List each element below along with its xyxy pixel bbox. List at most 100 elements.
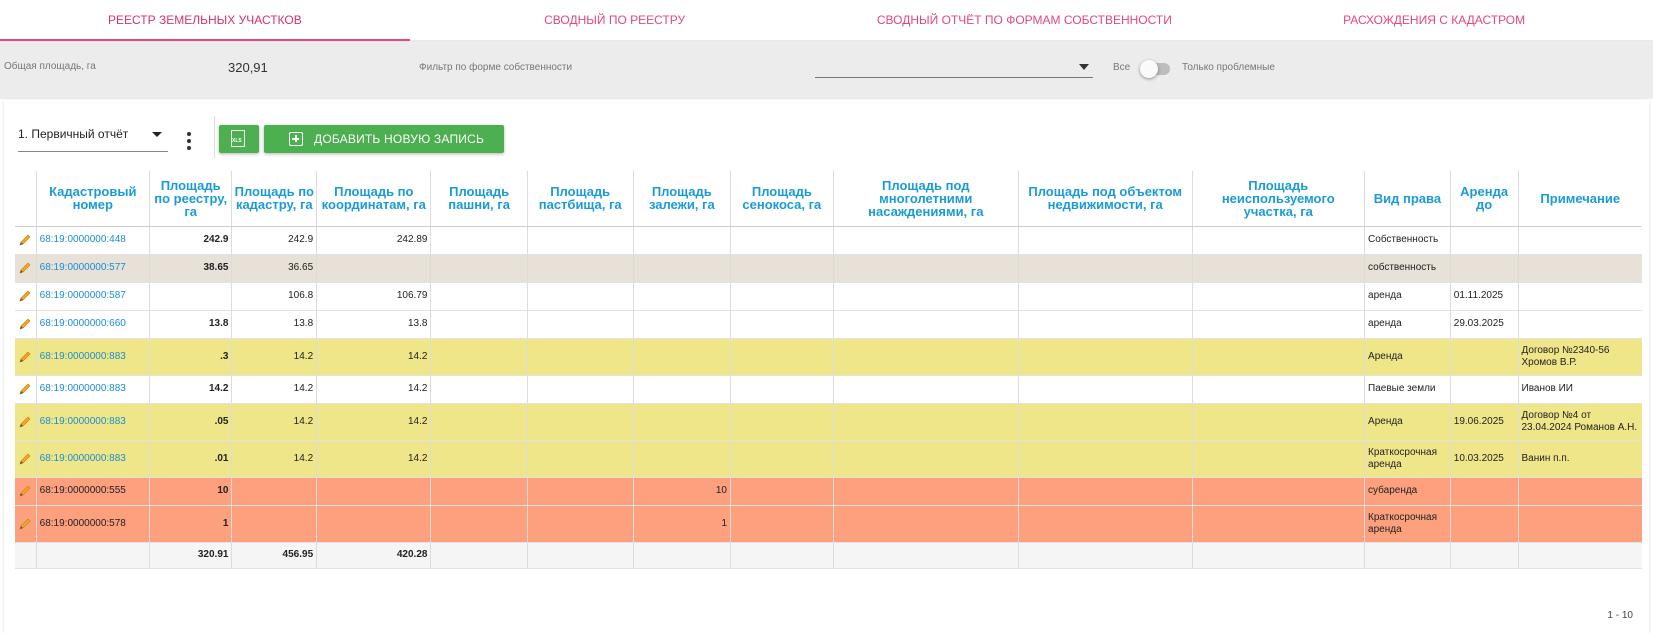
cadastral-number-link[interactable]: 68:19:0000000:578	[35, 505, 150, 543]
total-cell	[832, 542, 1019, 569]
problems-only-toggle[interactable]	[1140, 60, 1170, 78]
table-row[interactable]: 68:19:0000000:883.3 14.2 14.2 Аренда Договор…	[15, 338, 1642, 376]
cell-coord: 242.89	[316, 226, 431, 255]
export-xls-button[interactable]: XLS	[219, 125, 259, 153]
add-record-button[interactable]: Добавить новую запись	[264, 125, 504, 153]
cell-right: Краткосрочная аренда	[1364, 440, 1451, 478]
column-header[interactable]: Вид права	[1364, 171, 1451, 227]
table-row[interactable]: 68:19:0000000:883.05 14.2 14.2 Аренда 19.06.…	[15, 403, 1642, 441]
cell-mnog	[832, 375, 1019, 404]
table-row[interactable]: 68:19:0000000:883 14.2 14.2 14.2 Паевые земл…	[15, 375, 1642, 404]
cell-reg	[148, 282, 232, 311]
total-kad: 456.95	[231, 542, 317, 569]
cell-zal	[632, 440, 731, 478]
column-header[interactable]	[15, 171, 37, 227]
table-row[interactable]: 68:19:0000000:660 13.8 13.8 13.8 аренда 29.03…	[15, 310, 1642, 339]
owner-filter-select[interactable]	[815, 61, 1093, 78]
table-row[interactable]: 68:19:0000000:883.01 14.2 14.2 Краткосрочна…	[15, 440, 1642, 478]
cell-sen	[730, 338, 834, 376]
tab-registry-summary[interactable]: Сводный по реестру	[544, 13, 686, 27]
pencil-icon[interactable]	[15, 317, 36, 331]
cell-reg: 13.8	[148, 310, 232, 339]
cadastral-number-link[interactable]: 68:19:0000000:883	[35, 338, 150, 376]
cell-past	[526, 440, 634, 478]
cell-kad: 14.2	[231, 338, 317, 376]
pencil-icon[interactable]	[15, 289, 36, 303]
cell-coord	[316, 477, 431, 506]
cadastral-number-link[interactable]: 68:19:0000000:883	[35, 440, 150, 478]
cell-right: субаренда	[1364, 477, 1451, 506]
column-header[interactable]: Площадь пастбища, га	[526, 171, 634, 227]
column-header[interactable]: Площадь пашни, га	[430, 171, 528, 227]
total-cell	[15, 542, 37, 569]
column-header[interactable]: Площадь по реестру, га	[148, 171, 232, 227]
cadastral-number-link[interactable]: 68:19:0000000:883	[35, 375, 150, 404]
edit-cell	[15, 505, 37, 543]
tab-ownership-summary[interactable]: Сводный отчёт по формам собственности	[876, 13, 1172, 27]
edit-cell	[15, 375, 37, 404]
table-row[interactable]: 68:19:0000000:448 242.9 242.9 242.89 Собстве…	[15, 226, 1642, 255]
cell-right: Краткосрочная аренда	[1364, 505, 1451, 543]
tab-registry[interactable]: Реестр земельных участков	[0, 0, 410, 41]
cell-mnog	[832, 440, 1019, 478]
cell-right: Аренда	[1364, 338, 1451, 376]
column-header[interactable]: Примечание	[1517, 171, 1642, 227]
cell-neisp	[1191, 375, 1365, 404]
edit-cell	[15, 282, 37, 311]
cadastral-number-link[interactable]: 68:19:0000000:587	[35, 282, 150, 311]
more-menu-icon[interactable]	[186, 132, 192, 152]
pencil-icon[interactable]	[15, 382, 36, 396]
cell-neisp	[1191, 254, 1365, 283]
table-row[interactable]: 68:19:0000000:587 106.8 106.79 аренда 01.11.…	[15, 282, 1642, 311]
cell-past	[526, 375, 634, 404]
column-header[interactable]: Площадь под объектом недвижимости, га	[1017, 171, 1192, 227]
cell-coord: 14.2	[316, 403, 431, 441]
cell-note	[1517, 477, 1642, 506]
report-select[interactable]: 1. Первичный отчёт	[18, 122, 168, 152]
cadastral-number-link[interactable]: 68:19:0000000:577	[35, 254, 150, 283]
pencil-icon[interactable]	[15, 350, 36, 364]
cell-kad: 13.8	[231, 310, 317, 339]
cell-until	[1449, 226, 1518, 255]
cell-coord	[316, 505, 431, 543]
pencil-icon[interactable]	[15, 261, 36, 275]
pencil-icon[interactable]	[15, 517, 36, 531]
registry-panel: 1. Первичный отчёт XLS Добавить новую за…	[4, 100, 1649, 633]
column-header[interactable]: Кадастровый номер	[35, 171, 150, 227]
column-header[interactable]: Аренда до	[1449, 171, 1518, 227]
pencil-icon[interactable]	[15, 484, 36, 498]
column-header[interactable]: Площадь сенокоса, га	[730, 171, 834, 227]
cell-pash	[430, 254, 528, 283]
table-row[interactable]: 68:19:0000000:578 1 1 Краткосрочная аренда	[15, 505, 1642, 543]
cell-reg: 38.65	[148, 254, 232, 283]
cadastral-number-link[interactable]: 68:19:0000000:555	[35, 477, 150, 506]
cell-zal	[632, 254, 731, 283]
table-row[interactable]: 68:19:0000000:577 38.65 36.65 собственность	[15, 254, 1642, 283]
pencil-icon[interactable]	[15, 415, 36, 429]
tab-cadastre-discrepancies[interactable]: Расхождения с кадастром	[1343, 13, 1526, 27]
cell-right: Паевые земли	[1364, 375, 1451, 404]
table-row[interactable]: 68:19:0000000:555 10 10 субаренда	[15, 477, 1642, 506]
column-header[interactable]: Площадь по координатам, га	[316, 171, 431, 227]
cadastral-number-link[interactable]: 68:19:0000000:660	[35, 310, 150, 339]
chevron-down-icon	[152, 132, 162, 137]
pencil-icon[interactable]	[15, 452, 36, 466]
cadastral-number-link[interactable]: 68:19:0000000:448	[35, 226, 150, 255]
total-cell	[632, 542, 731, 569]
cell-kad: 242.9	[231, 226, 317, 255]
xls-file-icon: XLS	[231, 130, 245, 147]
cell-coord: 14.2	[316, 338, 431, 376]
cell-coord	[316, 254, 431, 283]
cell-sen	[730, 477, 834, 506]
total-cell	[430, 542, 528, 569]
cell-neisp	[1191, 226, 1365, 255]
column-header[interactable]: Площадь по кадастру, га	[231, 171, 317, 227]
cell-until: 19.06.2025	[1449, 403, 1518, 441]
column-header[interactable]: Площадь неиспользуемого участка, га	[1191, 171, 1365, 227]
column-header[interactable]: Площадь под многолетними насаждениями, г…	[832, 171, 1019, 227]
column-header[interactable]: Площадь залежи, га	[632, 171, 731, 227]
cell-obj	[1017, 440, 1192, 478]
pencil-icon[interactable]	[15, 233, 36, 247]
cadastral-number-link[interactable]: 68:19:0000000:883	[35, 403, 150, 441]
cell-zal	[632, 403, 731, 441]
